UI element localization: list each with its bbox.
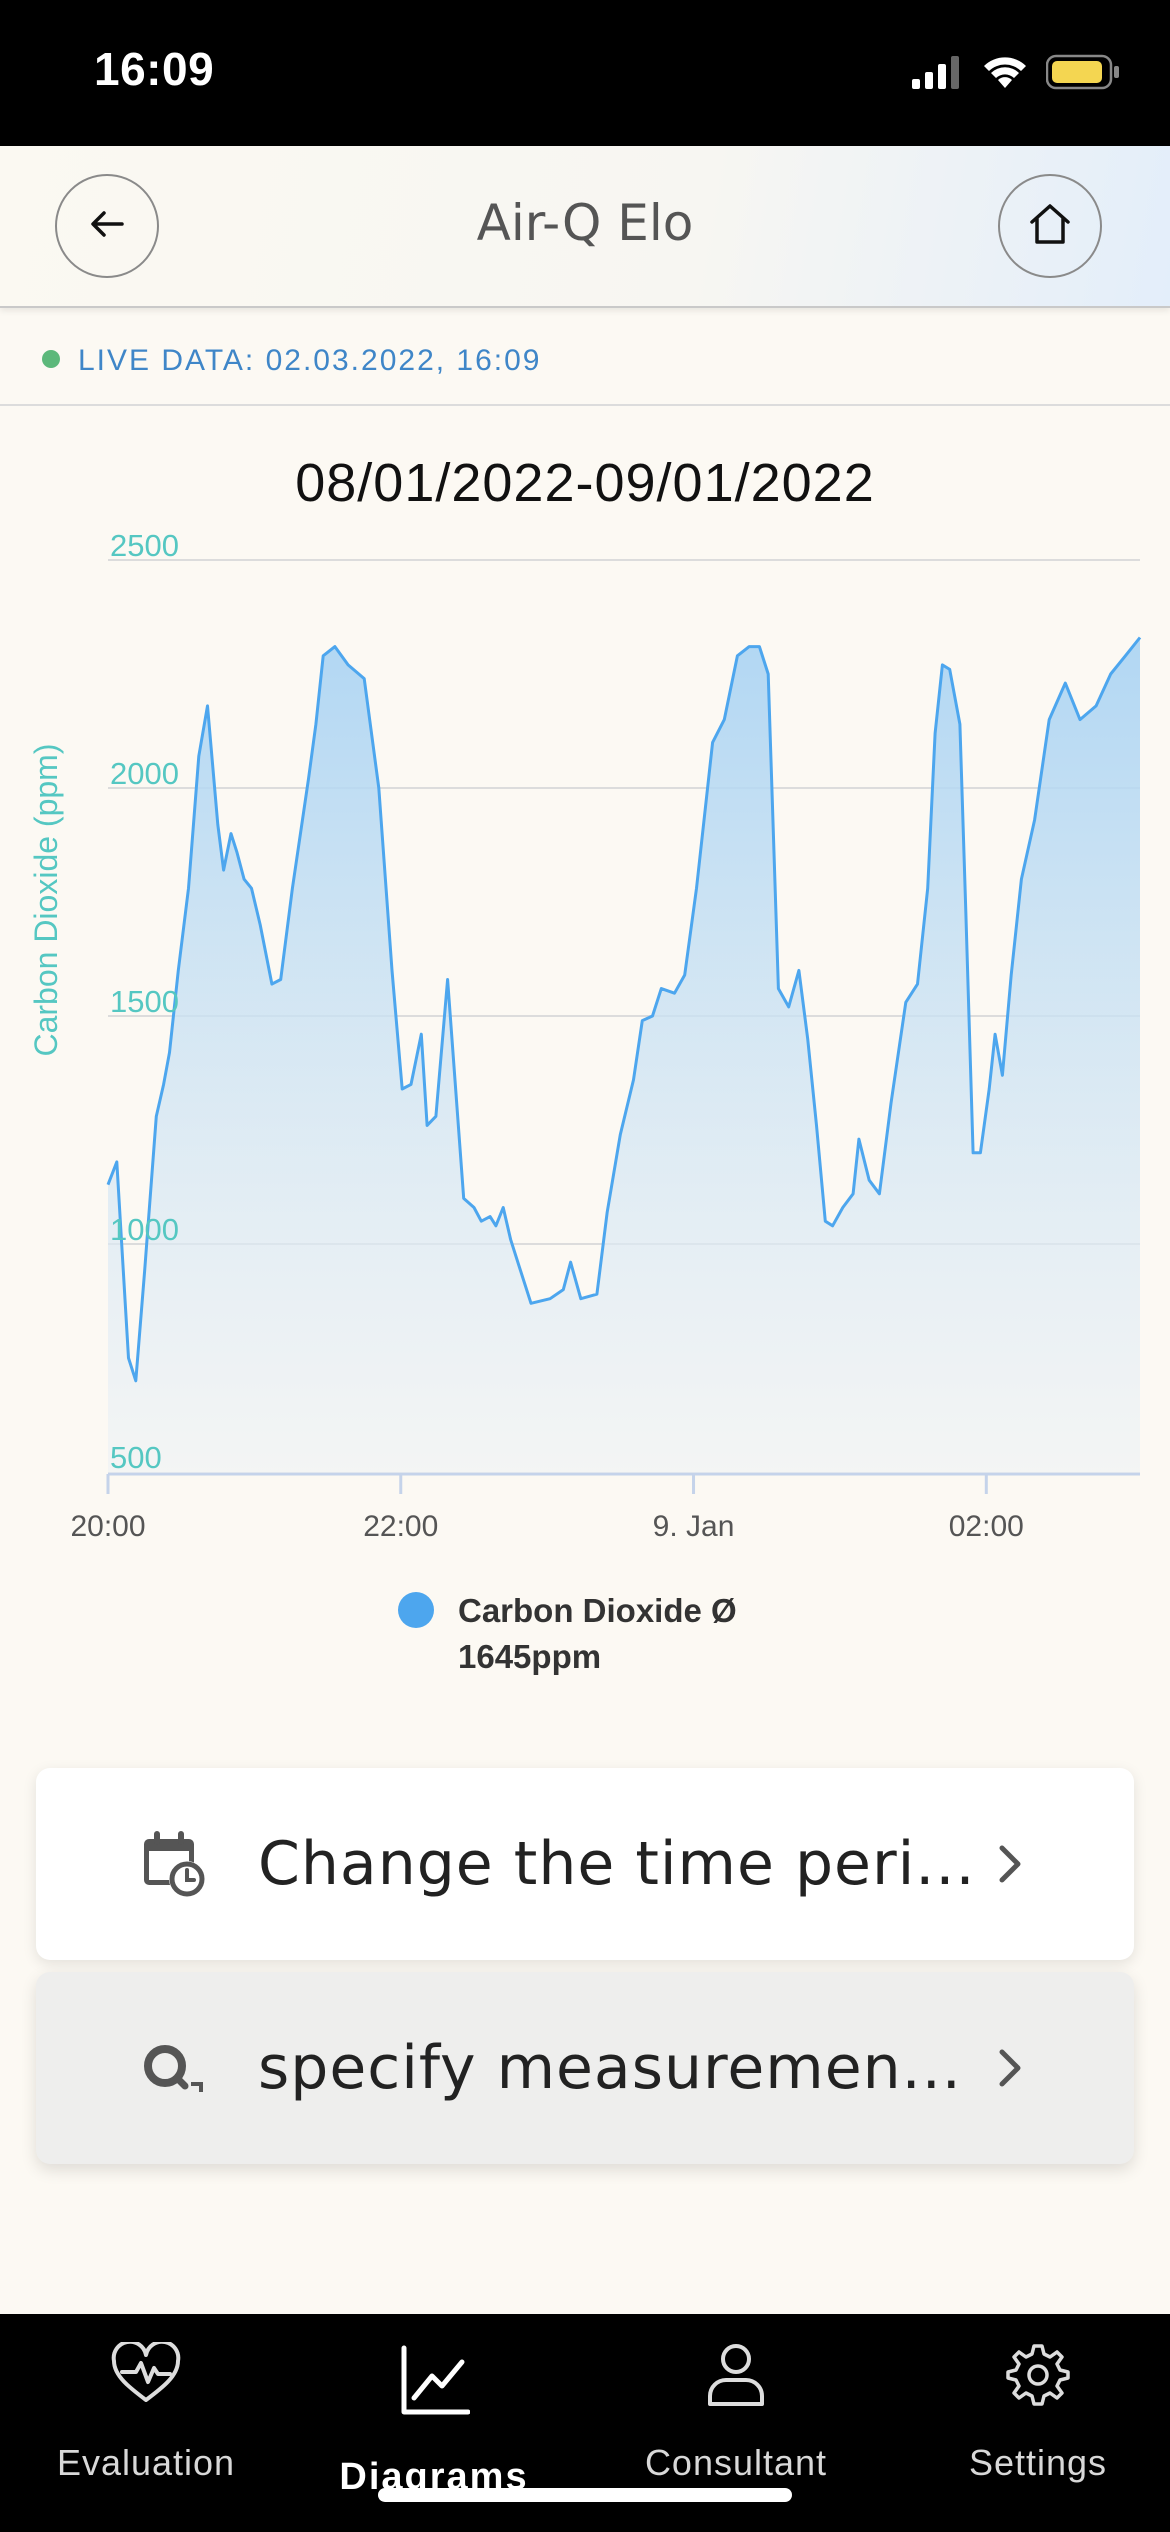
legend-average-value: 1645ppm (458, 1638, 602, 1675)
signal-icon (912, 55, 964, 94)
x-tick-label: 02:00 (949, 1510, 1024, 1543)
legend-series-name: Carbon Dioxide Ø (458, 1592, 737, 1629)
gear-icon (892, 2342, 1170, 2418)
chart-line-icon (288, 2342, 580, 2418)
chart-title: 08/01/2022-09/01/2022 (295, 453, 875, 513)
status-bar: 16:09 (0, 0, 1170, 146)
tab-consultant-label: Consultant (644, 2442, 828, 2483)
tab-settings[interactable]: Settings (892, 2314, 1170, 2514)
x-axis: 20:00 22:00 9. Jan 02:00 (70, 1472, 1140, 1543)
co2-chart[interactable]: 2500 2000 1500 1000 500 20:00 22:00 9. Jan 02:0… (0, 520, 1170, 1560)
chart-legend[interactable]: Carbon Dioxide Ø 1645ppm (398, 1588, 737, 1680)
x-tick-label: 9. Jan (653, 1510, 735, 1543)
status-icons (912, 52, 1120, 96)
battery-icon (1045, 54, 1120, 95)
legend-marker (398, 1592, 434, 1628)
y-tick-label: 500 (110, 1440, 162, 1475)
tab-evaluation-label: Evaluation (56, 2442, 236, 2483)
y-tick-label: 1000 (110, 1212, 179, 1247)
specify-measurement-button[interactable]: specify measuremen... (36, 1972, 1134, 2164)
x-tick-label: 22:00 (363, 1510, 438, 1543)
arrow-left-icon (89, 209, 125, 244)
home-button[interactable] (998, 174, 1102, 278)
back-button[interactable] (55, 174, 159, 278)
y-tick-label: 2000 (110, 756, 179, 791)
tab-settings-label: Settings (968, 2442, 1108, 2483)
chevron-right-icon (999, 2049, 1021, 2087)
live-indicator-dot (42, 350, 60, 368)
status-time: 16:09 (94, 43, 215, 95)
change-time-period-label: Change the time peri... (258, 1829, 976, 1899)
page-title: Air-Q Elo (476, 194, 694, 252)
y-tick-label: 1500 (110, 984, 179, 1019)
person-icon (590, 2342, 882, 2418)
live-data-bar: LIVE DATA: 02.03.2022, 16:09 (0, 310, 1170, 406)
wifi-icon (982, 54, 1028, 95)
home-indicator (378, 2488, 792, 2502)
tab-consultant[interactable]: Consultant (590, 2314, 882, 2514)
y-tick-label: 2500 (110, 528, 179, 563)
magnifier-icon (136, 2020, 212, 2116)
live-data-text: LIVE DATA: 02.03.2022, 16:09 (78, 344, 542, 377)
co2-line (106, 636, 1142, 1383)
heart-pulse-icon (0, 2342, 292, 2418)
y-tick-labels: 2500 2000 1500 1000 500 (110, 528, 179, 1475)
tab-diagrams[interactable]: Diagrams (288, 2314, 580, 2514)
app-header: Air-Q Elo (0, 146, 1170, 308)
x-tick-label: 20:00 (70, 1510, 145, 1543)
chevron-right-icon (999, 1845, 1021, 1883)
co2-area (108, 637, 1140, 1472)
calendar-clock-icon (136, 1816, 212, 1912)
home-icon (1028, 202, 1072, 251)
specify-measurement-label: specify measuremen... (258, 2033, 962, 2103)
tab-evaluation[interactable]: Evaluation (0, 2314, 292, 2514)
legend-label: Carbon Dioxide Ø 1645ppm (458, 1588, 737, 1680)
change-time-period-button[interactable]: Change the time peri... (36, 1768, 1134, 1960)
